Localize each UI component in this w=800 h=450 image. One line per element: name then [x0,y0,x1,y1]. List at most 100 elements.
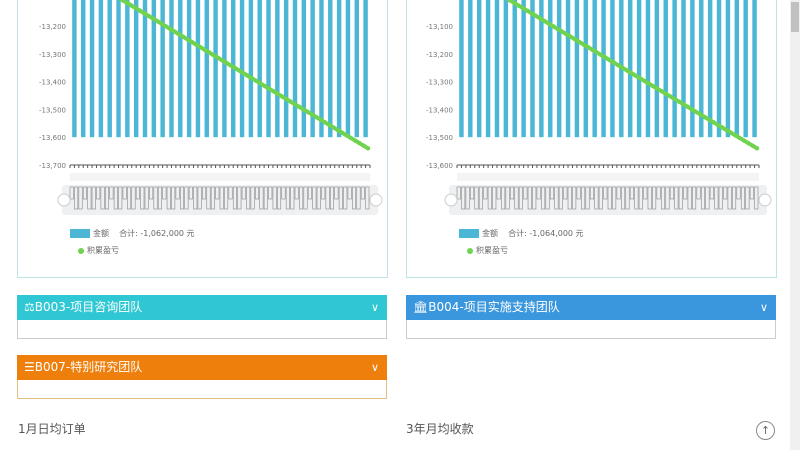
slider-preview-bar [483,186,488,200]
legend-bar[interactable]: 金额 合计: -1,064,000 元 [459,228,584,239]
slider-preview-bar [299,186,304,210]
slider-preview-bar [465,186,470,210]
slider-preview-bar [162,186,167,200]
slider-preview-bar [687,186,692,210]
bar [328,0,333,138]
line-point [271,89,276,94]
line-swatch [467,247,473,254]
bar [354,0,359,138]
line-point [322,120,328,125]
slider-preview-bar [343,186,348,210]
chevron-down-icon[interactable]: ∨ [370,361,379,374]
bar [672,0,677,138]
card-b004-header[interactable]: 🏛B004-项目实施支持团队 ∨ [406,295,776,320]
line-point [292,102,298,107]
chart-right: -13,100 -13,200 -13,300 -13,400 -13,500 -13,6… [426,0,772,215]
y-tick-label: -13,500 [426,134,453,142]
line-point [685,104,690,110]
line-swatch [78,247,84,254]
bar [725,0,731,138]
line-point [598,52,604,58]
card-b004: 🏛B004-项目实施支持团队 ∨ [406,295,776,339]
scrollbar-thumb[interactable] [791,2,799,32]
slider-preview-bar [660,186,666,210]
line-point [125,0,130,6]
chevron-down-icon[interactable]: ∨ [759,301,768,314]
line-point [616,63,621,68]
chevron-down-icon[interactable]: ∨ [370,301,379,314]
line-point [642,78,647,84]
slider-preview-bar [554,186,559,210]
slider-preview-bar [607,186,612,210]
line-point [258,81,263,86]
card-b007-header[interactable]: ☰B007-特别研究团队 ∨ [17,355,387,380]
y-tick-label: -13,400 [426,106,453,114]
line-point [607,57,612,63]
scrollbar[interactable] [790,0,800,450]
line-point [275,91,280,97]
slider-preview-bar [625,186,630,210]
slider-preview-bar [166,186,171,210]
slider-preview-bar [740,186,745,210]
bar [627,0,633,138]
slider-preview-bar [149,186,154,200]
bar [601,0,606,138]
bar [645,0,651,138]
line-point [689,107,695,112]
line-point [211,52,216,58]
card-b003-header[interactable]: ⚖B003-项目咨询团队 ∨ [17,295,387,320]
slider-preview-bar [518,186,523,210]
slider-preview-bar [122,186,127,200]
line-point [159,21,164,26]
bar-swatch [70,229,90,238]
bar [574,0,580,138]
slider-preview-bar [456,186,461,200]
slider-preview-bar [683,186,688,200]
line-point [361,143,366,148]
slider-preview-bar [281,186,286,200]
line-point [344,133,349,138]
bar [565,0,571,138]
line-point [335,127,341,133]
legend-bar-label: 金额 [93,229,109,238]
slider-preview-bar [69,186,74,200]
slider-preview-bar [696,186,701,200]
bar [556,0,562,138]
card-title: B004-项目实施支持团队 [428,300,560,314]
arrow-up-icon: ↑ [760,424,771,437]
slider-handle-right [369,193,383,207]
slider-preview-bar [254,186,260,200]
line-point [327,122,332,128]
line-point [245,73,250,78]
slider-preview-bar [705,186,710,210]
legend-line[interactable]: 积累盈亏 [78,245,119,256]
list-icon: ☰ [24,360,35,374]
bar [654,0,660,138]
slider-preview-bar [140,186,145,210]
slider-preview-bar [321,186,326,200]
scroll-to-top-button[interactable]: ↑ [756,421,775,440]
line-point [318,117,323,122]
legend-line[interactable]: 积累盈亏 [467,245,508,256]
line-point [529,11,534,16]
slider-preview-bar [206,186,211,210]
slider-preview-bar [197,186,202,210]
bar [81,0,86,138]
bar-swatch [459,229,479,238]
bar [98,0,104,138]
legend-bar[interactable]: 金额 合计: -1,062,000 元 [70,228,195,239]
card-title: B003-项目咨询团队 [34,300,143,314]
line-point [533,13,539,19]
line-point [254,78,259,84]
line-point [603,55,608,60]
line-point [585,44,591,50]
bar [459,0,464,138]
slider-preview-bar [563,186,568,200]
slider-preview-bar [621,186,626,210]
legend-line-label: 积累盈亏 [87,246,119,255]
bar [319,0,324,138]
line-point [590,47,595,52]
bar [301,0,307,138]
slider-preview-bar [634,186,639,210]
bar [363,0,368,138]
